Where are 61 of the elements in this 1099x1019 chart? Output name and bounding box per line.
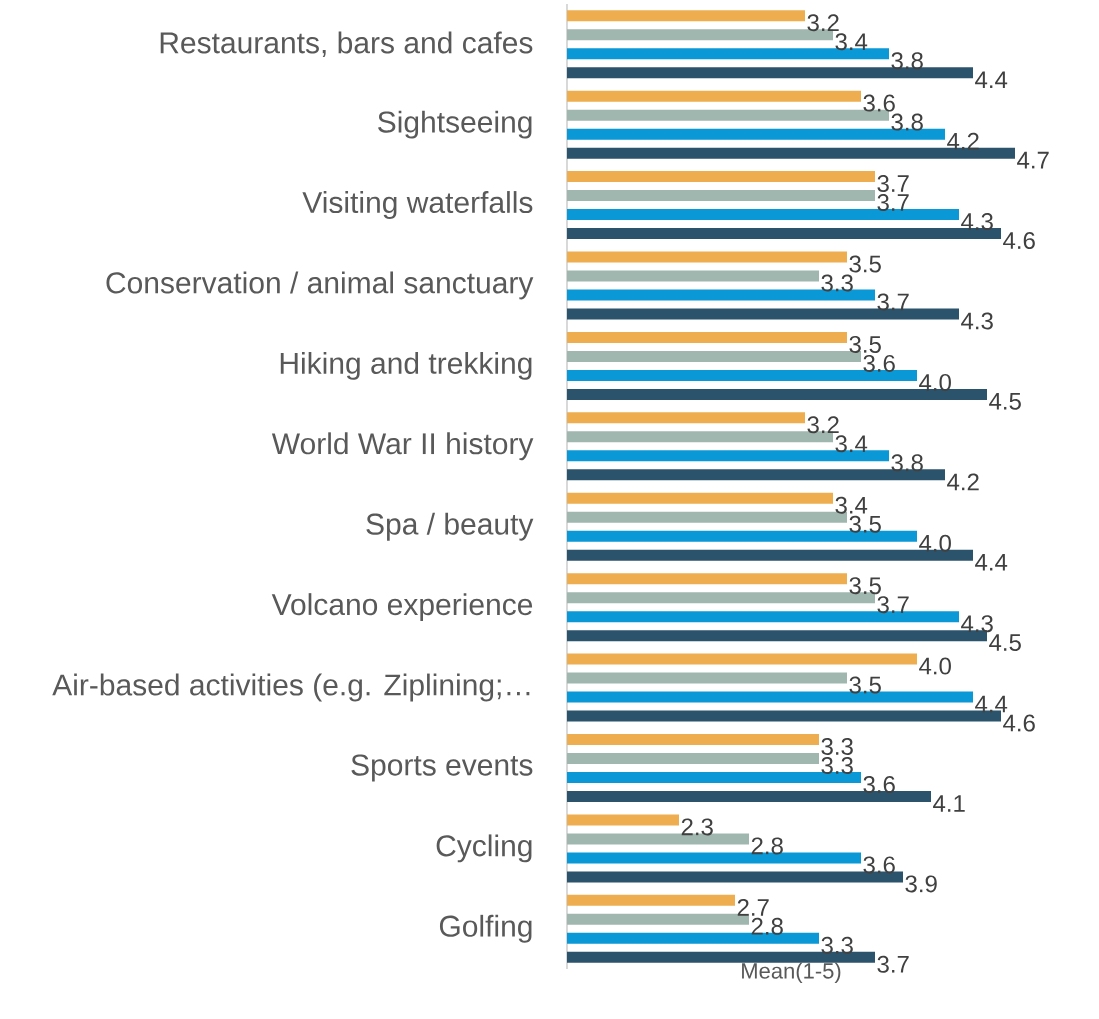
- data-label: 3.6: [863, 775, 895, 793]
- data-label: 4.0: [919, 373, 951, 391]
- y-tick-label: Visiting waterfalls: [302, 191, 533, 220]
- data-label: 4.2: [947, 473, 979, 491]
- data-label: 4.7: [1017, 151, 1049, 169]
- data-label: 3.5: [849, 255, 881, 273]
- data-label: 3.5: [849, 676, 881, 694]
- data-label: 3.7: [877, 194, 909, 212]
- data-label: 3.3: [821, 936, 853, 954]
- y-tick-label: Volcano experience: [271, 593, 533, 622]
- data-label: 4.1: [933, 795, 965, 812]
- data-label: 3.7: [877, 175, 909, 193]
- data-label: 4.2: [947, 132, 979, 150]
- data-label: 4.4: [975, 695, 1008, 713]
- y-tick-label: Sightseeing: [378, 110, 532, 139]
- data-label: 3.3: [821, 274, 853, 292]
- data-label: 4.3: [961, 213, 993, 231]
- data-label: 3.2: [807, 14, 839, 32]
- y-tick-label: Conservation / animal sanctuary: [106, 271, 534, 300]
- data-label: 2.3: [681, 818, 713, 836]
- data-label: 3.6: [863, 94, 895, 112]
- y-tick-label: Hiking and trekking: [280, 351, 532, 380]
- x-axis-title: Mean(1-5): [742, 962, 841, 984]
- data-label: 2.8: [751, 837, 783, 855]
- y-tick-label: Restaurants, bars and cafes: [160, 31, 533, 57]
- y-tick-label: World War II history: [271, 432, 534, 461]
- data-label: 4.0: [919, 657, 951, 675]
- data-label: 3.8: [891, 113, 923, 131]
- data-label: 4.4: [975, 71, 1008, 88]
- data-label: 4.0: [919, 534, 951, 552]
- data-label: 3.5: [849, 335, 881, 353]
- data-label: 3.3: [821, 737, 853, 755]
- data-label: 4.5: [989, 634, 1021, 652]
- data-label: 3.4: [835, 496, 868, 514]
- data-label: 2.8: [751, 917, 783, 935]
- y-tick-label: Sports events: [351, 754, 533, 782]
- y-tick-label: Air-based activities (e.g. Ziplining;…: [52, 673, 530, 702]
- data-label: 3.7: [877, 293, 909, 311]
- y-tick-label: Spa / beauty: [366, 512, 534, 541]
- y-tick-label: Cycling: [436, 834, 532, 863]
- data-label: 4.6: [1003, 714, 1035, 732]
- data-label: 2.7: [737, 898, 769, 916]
- data-label: 4.3: [961, 615, 993, 633]
- data-label: 3.4: [835, 435, 868, 453]
- y-tick-label: Golfing: [439, 914, 532, 943]
- data-label: 3.3: [821, 756, 853, 774]
- data-label: 3.2: [807, 416, 839, 434]
- data-label: 3.9: [905, 875, 937, 893]
- data-label: 4.6: [1003, 232, 1035, 250]
- data-label: 3.6: [863, 856, 895, 874]
- data-label: 3.7: [877, 596, 909, 614]
- data-label: 3.5: [849, 515, 881, 533]
- data-label: 4.4: [975, 553, 1008, 571]
- data-label: 3.7: [877, 955, 909, 973]
- data-label: 4.5: [989, 393, 1021, 410]
- data-label: 4.3: [961, 312, 993, 330]
- data-label: 3.8: [891, 454, 923, 472]
- data-label: 3.8: [891, 52, 923, 70]
- data-label: 3.5: [849, 577, 881, 595]
- data-label: 3.6: [863, 354, 895, 372]
- data-label: 3.4: [835, 33, 868, 51]
